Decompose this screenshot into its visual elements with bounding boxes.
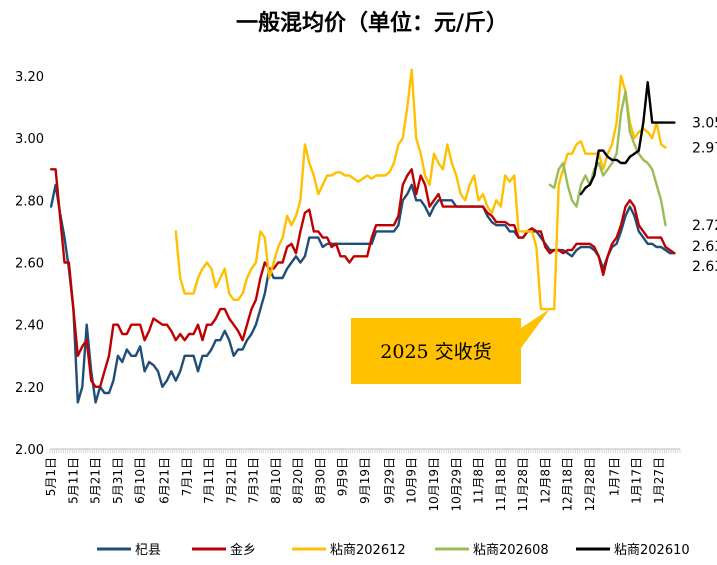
x-tick-label: 9月19日 [358,457,372,504]
end-labels: 3.05 2.97 2.72 2.63 2.63 [692,116,717,276]
callout-annotation: 2025 交收货 [351,309,550,384]
x-tick-label: 5月1日 [44,457,58,496]
legend-label: 粘商202612 [330,543,406,558]
chart-title: 一般混均价（单位：元/斤） [236,10,508,36]
series-layer [49,68,676,404]
y-tick-label: 3.00 [15,132,44,147]
x-tick-label: 12月28日 [583,457,597,512]
x-tick-label: 1月7日 [607,457,621,496]
x-tick-label: 7月21日 [224,457,238,504]
end-value-label: 2.63 [692,259,717,275]
series-line-1 [49,168,676,388]
legend: 杞县 金乡 粘商202612 粘商202608 粘商202610 [97,542,690,558]
x-tick-label: 6月21日 [158,457,172,504]
callout-box [351,309,550,384]
x-tick-label: 12月8日 [538,457,552,504]
x-tick-label: 10月9日 [405,457,419,504]
series-line-3 [548,90,667,227]
y-tick-label: 2.80 [15,194,44,209]
x-tick-label: 1月17日 [630,457,644,504]
x-tick-label: 7月11日 [202,457,216,504]
end-value-label: 3.05 [692,116,717,132]
series-line-0 [49,183,676,404]
x-tick-label: 5月31日 [111,457,125,504]
x-tick-label: 9月29日 [382,457,396,504]
y-tick-label: 3.20 [15,70,44,85]
x-tick-label: 8月30日 [313,457,327,504]
series-line-2 [174,68,667,311]
x-tick-label: 11月18日 [494,457,508,512]
x-tick-label: 10月29日 [449,457,463,512]
y-tick-label: 2.20 [15,381,44,396]
x-tick-label: 11月8日 [472,457,486,504]
x-tick-label: 10月19日 [427,457,441,512]
legend-label: 粘商202610 [614,543,690,558]
x-tick-label: 8月10日 [269,457,283,504]
x-tick-label: 1月27日 [652,457,666,504]
x-tick-label: 12月18日 [561,457,575,512]
legend-label: 粘商202608 [473,543,549,558]
y-tick-label: 2.40 [15,319,44,334]
x-tick-label: 11月28日 [516,457,530,512]
legend-label: 金乡 [230,542,256,558]
x-tick-label: 6月10日 [133,457,147,504]
y-tick-label: 2.60 [15,257,44,272]
legend-label: 杞县 [135,543,161,558]
x-tick-label: 8月20日 [291,457,305,504]
x-axis: 5月1日 5月11日 5月21日 5月31日 6月10日 6月21日 7月1日 7月11日 7月… [44,448,681,512]
y-tick-label: 2.00 [15,443,44,458]
series-line-4 [579,80,676,196]
callout-text: 2025 交收货 [380,341,491,363]
x-tick-label: 5月21日 [89,457,103,504]
end-value-label: 2.63 [692,239,717,255]
end-value-label: 2.97 [692,140,717,156]
end-value-label: 2.72 [692,218,717,234]
x-tick-label: 7月31日 [247,457,261,504]
x-tick-label: 5月11日 [66,457,80,504]
y-axis: 2.00 2.20 2.40 2.60 2.80 3.00 3.20 [15,70,44,458]
x-tick-label: 9月9日 [336,457,350,496]
x-tick-label: 7月1日 [180,457,194,496]
